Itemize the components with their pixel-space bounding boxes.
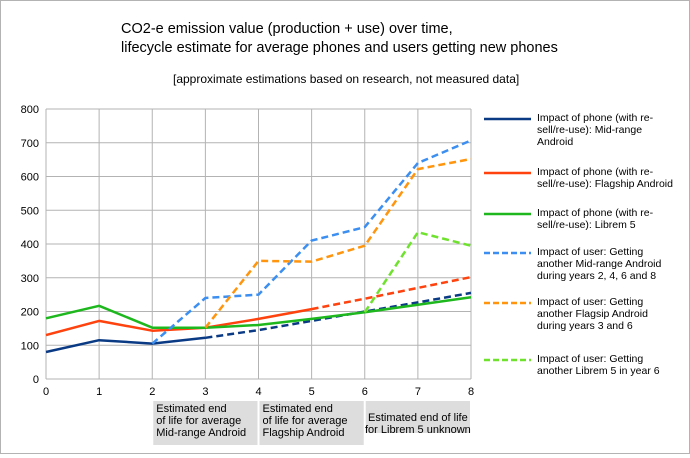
axis-tick-labels: 0 100 200 300 400 500 600 700 800 0 1 2 3 4 5 6 7 8 (21, 104, 474, 398)
legend-label-user_midrange: during years 2, 4, 6 and 8 (537, 270, 656, 282)
annotation-text: Estimated end (156, 403, 226, 415)
series-line-librem (45, 296, 472, 329)
x-tick-label: 3 (202, 386, 208, 398)
annotation-text: for Librem 5 unknown (365, 424, 471, 436)
legend-label-flagship: sell/re-use): Flagship Android (537, 178, 673, 190)
legend-label-midrange: Impact of phone (with re- (537, 112, 654, 124)
legend-label-librem: sell/re-use): Librem 5 (537, 219, 636, 231)
legend-label-user_midrange: Impact of user: Getting (537, 246, 643, 258)
annotation-box (259, 401, 364, 445)
series-line-user_flagship (204, 157, 472, 329)
chart-legend: Impact of phone (with re-sell/re-use): M… (484, 112, 673, 377)
legend-label-user_flagship: during years 3 and 6 (537, 320, 633, 332)
series-line-flagship-solid (45, 307, 312, 337)
x-tick-label: 4 (255, 386, 261, 398)
legend-label-user_librem: Impact of user: Getting (537, 353, 643, 365)
y-tick-label: 300 (21, 273, 39, 285)
y-tick-label: 800 (21, 104, 39, 116)
y-tick-label: 100 (21, 340, 39, 352)
annotation-box (365, 401, 470, 433)
chart-title-line-2: lifecycle estimate for average phones an… (121, 40, 558, 56)
series-line-user_midrange (151, 139, 472, 345)
chart-subtitle: [approximate estimations based on resear… (173, 72, 519, 86)
x-tick-label: 1 (96, 386, 102, 398)
y-tick-label: 500 (21, 205, 39, 217)
x-tick-label: 7 (415, 386, 421, 398)
grid-lines (45, 108, 472, 380)
y-tick-label: 200 (21, 307, 39, 319)
y-tick-label: 0 (33, 374, 39, 386)
x-tick-label: 5 (309, 386, 315, 398)
legend-label-user_midrange: another Mid-range Android (537, 258, 661, 270)
annotation-text: Flagship Android (263, 427, 345, 439)
series-line-flagship-dashed (311, 275, 472, 311)
annotation-text: of life for average (263, 415, 348, 427)
y-tick-label: 400 (21, 239, 39, 251)
annotation-text: Estimated end (263, 403, 333, 415)
series-lines (45, 139, 472, 354)
series-line-user_librem (363, 230, 472, 313)
x-tick-label: 6 (362, 386, 368, 398)
annotation-box (153, 401, 258, 445)
legend-label-user_librem: another Librem 5 in year 6 (537, 365, 660, 377)
legend-label-flagship: Impact of phone (with re- (537, 166, 654, 178)
annotation-text: of life for average (156, 415, 241, 427)
annotation-text: Estimated end of life (368, 412, 468, 424)
series-line-midrange-solid (45, 336, 206, 354)
legend-label-librem: Impact of phone (with re- (537, 207, 654, 219)
x-tick-label: 8 (468, 386, 474, 398)
x-tick-label: 2 (149, 386, 155, 398)
y-tick-label: 700 (21, 138, 39, 150)
x-tick-label: 0 (43, 386, 49, 398)
annotation-text: Mid-range Android (156, 427, 246, 439)
legend-label-user_flagship: Impact of user: Getting (537, 296, 643, 308)
chart-title-line-1: CO2-e emission value (production + use) … (121, 21, 453, 37)
y-tick-label: 600 (21, 172, 39, 184)
legend-label-midrange: Android (537, 136, 573, 148)
legend-label-user_flagship: another Flagsip Android (537, 308, 648, 320)
legend-label-midrange: sell/re-use): Mid-range (537, 124, 642, 136)
